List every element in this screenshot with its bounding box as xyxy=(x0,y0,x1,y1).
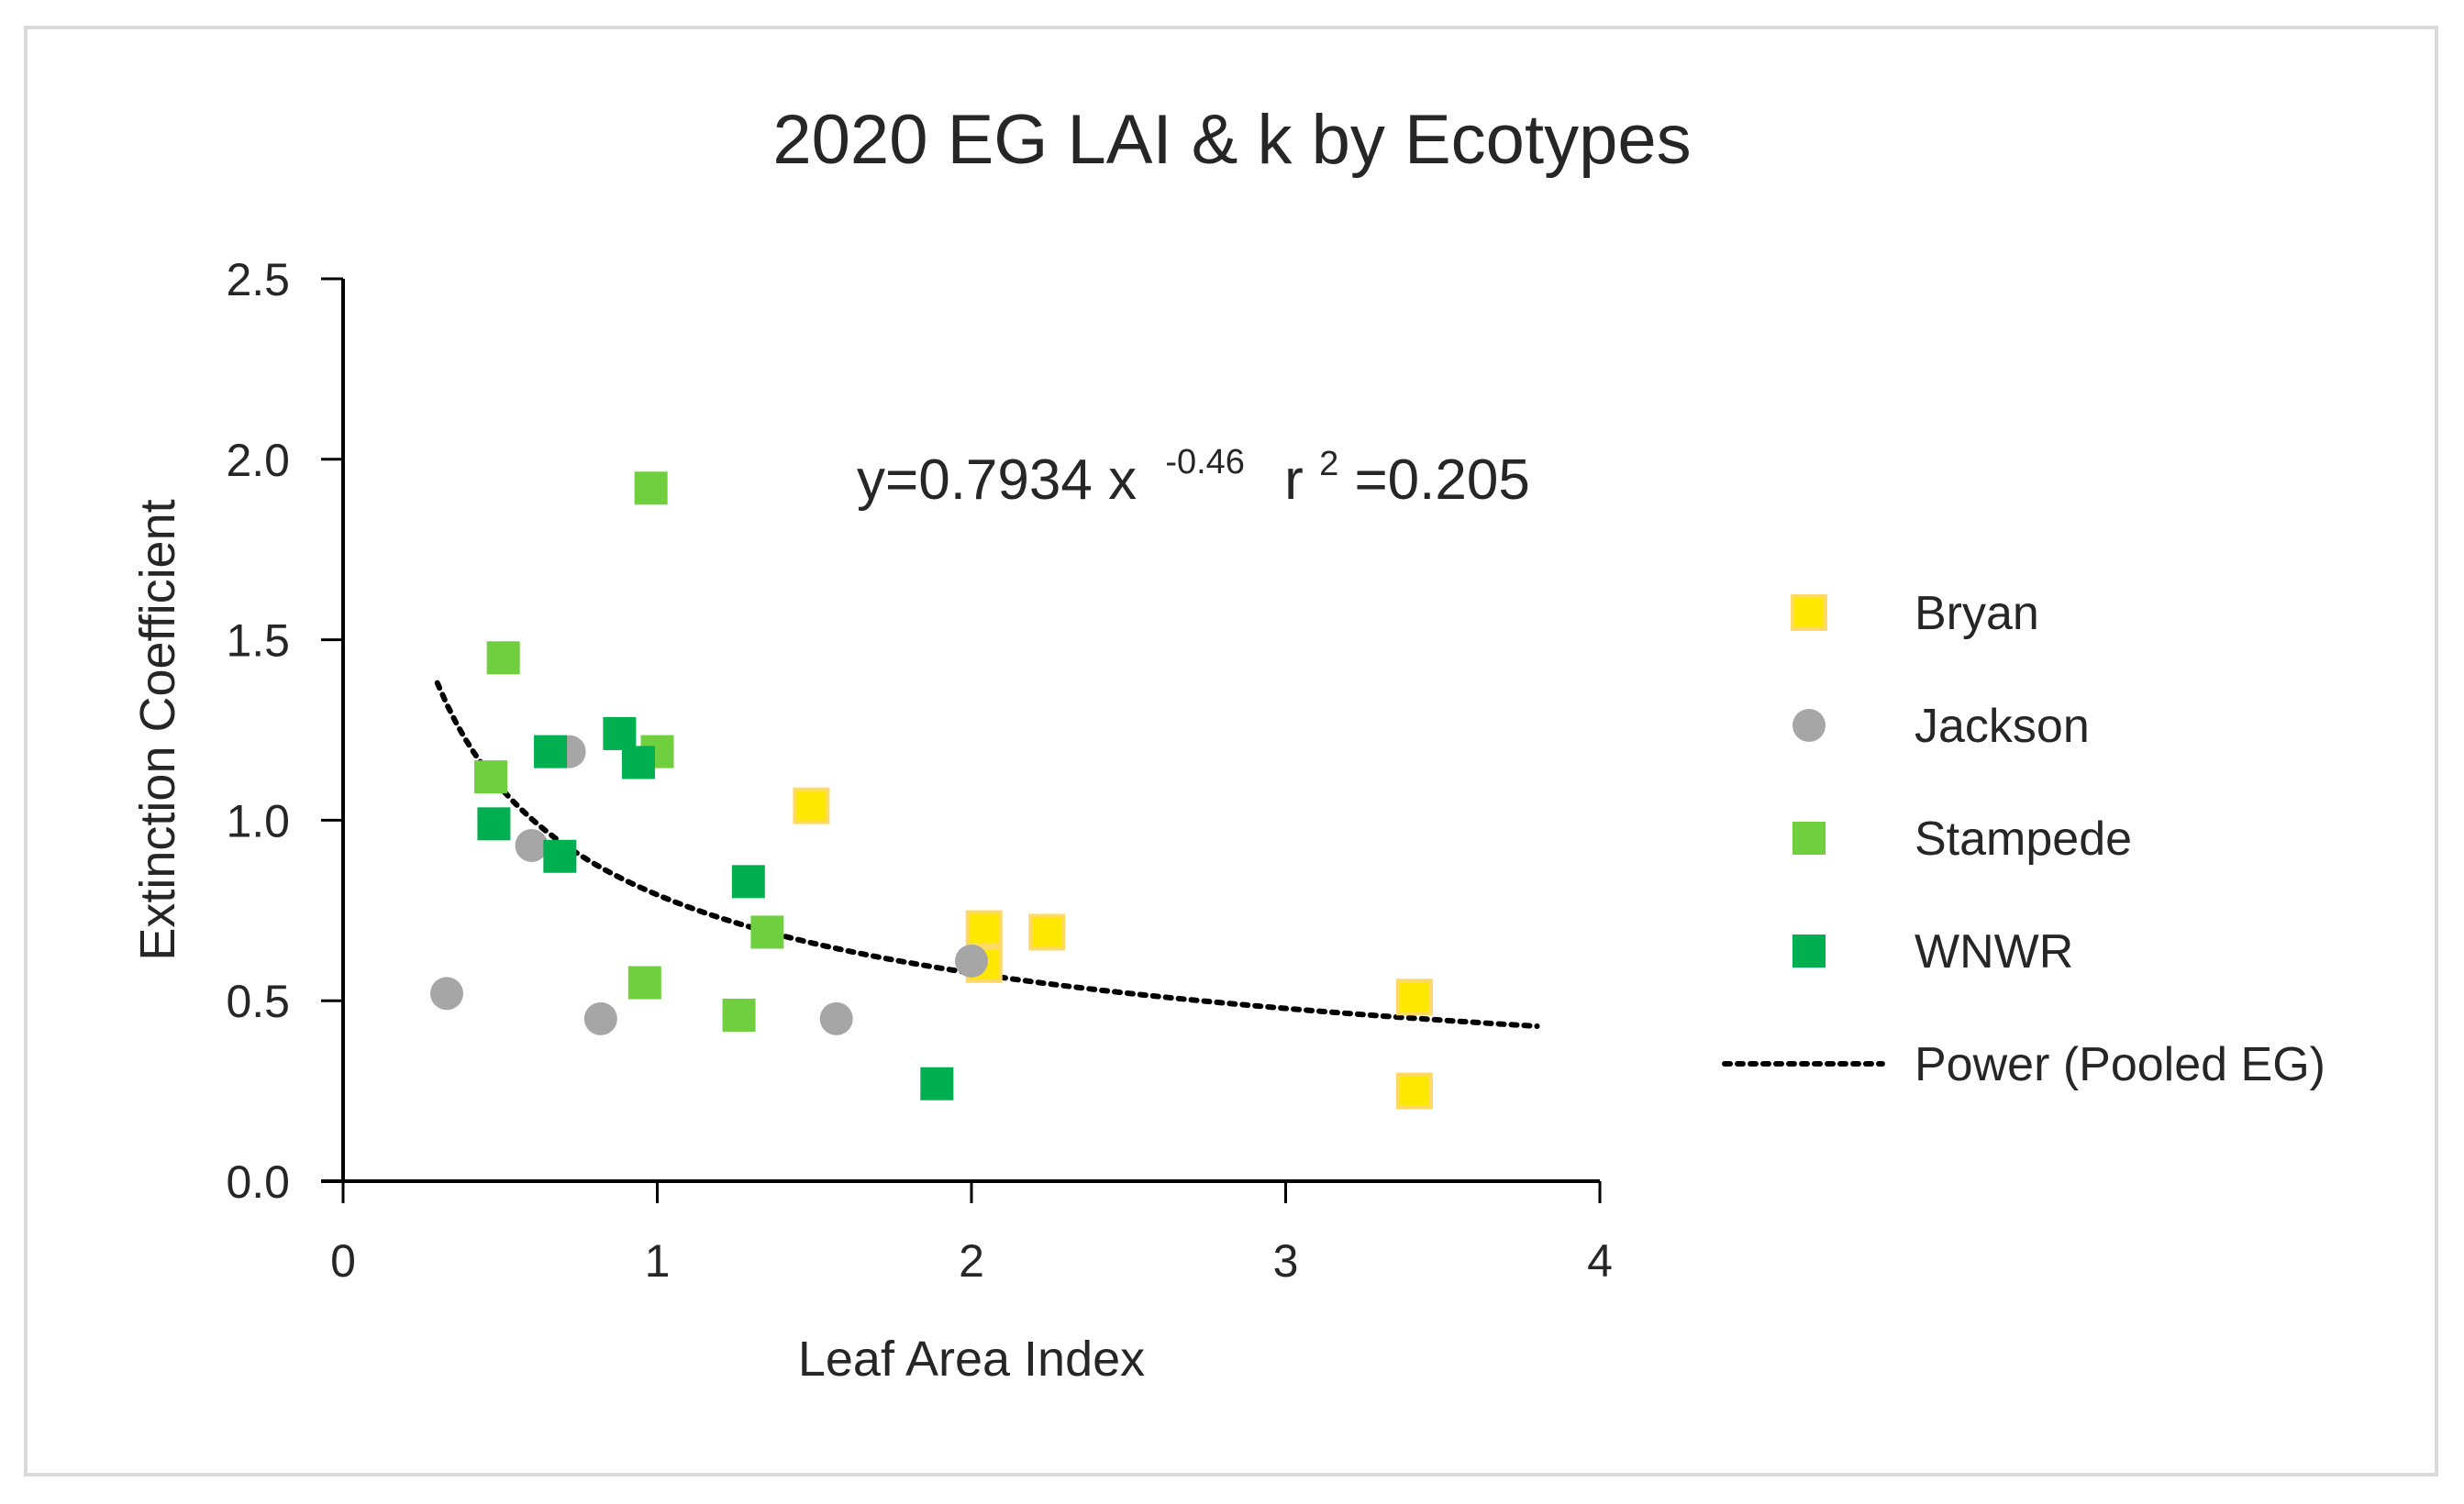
point-bryan xyxy=(1395,979,1433,1016)
point-jackson xyxy=(955,944,988,978)
legend-label-wnwr: WNWR xyxy=(1915,925,2073,979)
x-tick-label: 1 xyxy=(645,1235,671,1287)
x-tick-label: 4 xyxy=(1587,1235,1613,1287)
legend-marker-stampede xyxy=(1793,822,1826,855)
r2-prefix: r xyxy=(1284,448,1304,512)
point-wnwr xyxy=(731,865,765,899)
y-tick-label: 1.0 xyxy=(226,795,290,846)
point-stampede xyxy=(486,641,520,675)
point-jackson xyxy=(430,977,464,1011)
r2-superscript: 2 xyxy=(1319,445,1338,483)
axes xyxy=(321,279,1600,1183)
legend-label-trendline: Power (Pooled EG) xyxy=(1915,1038,2325,1091)
equation-exponent: -0.46 xyxy=(1165,443,1245,481)
point-stampede xyxy=(722,998,756,1032)
legend-marker-wnwr xyxy=(1793,934,1826,968)
point-jackson xyxy=(515,828,549,862)
y-tick-label: 2.5 xyxy=(226,254,290,305)
equation-prefix: y=0.7934 x xyxy=(857,448,1137,512)
data-points xyxy=(430,471,1433,1110)
tick-labels: 0.0 0.5 1.0 1.5 2.0 2.5 0 1 2 3 4 xyxy=(226,254,1612,1287)
y-tick-label: 1.5 xyxy=(226,615,290,667)
r2-value: =0.205 xyxy=(1354,448,1529,512)
legend: Bryan Jackson Stampede WNWR Power (Pooled EG… xyxy=(1722,587,2325,1091)
y-tick-label: 2.0 xyxy=(226,435,290,486)
equation-annotation: y=0.7934 x -0.46 r 2 =0.205 xyxy=(857,423,1530,512)
point-bryan xyxy=(1395,1072,1433,1110)
point-wnwr xyxy=(603,716,637,750)
legend-marker-jackson xyxy=(1793,709,1826,742)
chart-title: 2020 EG LAI & k by Ecotypes xyxy=(772,101,1691,179)
x-tick-label: 0 xyxy=(330,1235,356,1287)
legend-label-jackson: Jackson xyxy=(1915,700,2090,753)
legend-label-bryan: Bryan xyxy=(1915,587,2039,640)
y-tick-label: 0.0 xyxy=(226,1156,290,1208)
x-tick-label: 3 xyxy=(1273,1235,1299,1287)
x-axis-label: Leaf Area Index xyxy=(798,1332,1145,1387)
point-wnwr xyxy=(534,735,568,769)
point-jackson xyxy=(819,1001,853,1035)
point-wnwr xyxy=(477,807,511,841)
point-bryan xyxy=(793,787,830,824)
point-bryan xyxy=(965,910,1003,947)
point-wnwr xyxy=(621,746,655,780)
point-stampede xyxy=(473,760,507,794)
legend-label-stampede: Stampede xyxy=(1915,813,2132,866)
y-tick-label: 0.5 xyxy=(226,976,290,1027)
point-wnwr xyxy=(920,1067,954,1100)
x-tick-label: 2 xyxy=(959,1235,984,1287)
ticks xyxy=(321,277,1602,1203)
point-wnwr xyxy=(543,839,577,873)
point-jackson xyxy=(583,1001,617,1035)
point-stampede xyxy=(634,471,668,505)
point-stampede xyxy=(627,966,661,1000)
y-axis-label: Extinction Coefficient xyxy=(130,499,185,960)
point-stampede xyxy=(750,915,784,949)
chart-frame xyxy=(24,26,2438,1476)
legend-marker-bryan xyxy=(1791,594,1827,631)
point-bryan xyxy=(1028,913,1066,951)
